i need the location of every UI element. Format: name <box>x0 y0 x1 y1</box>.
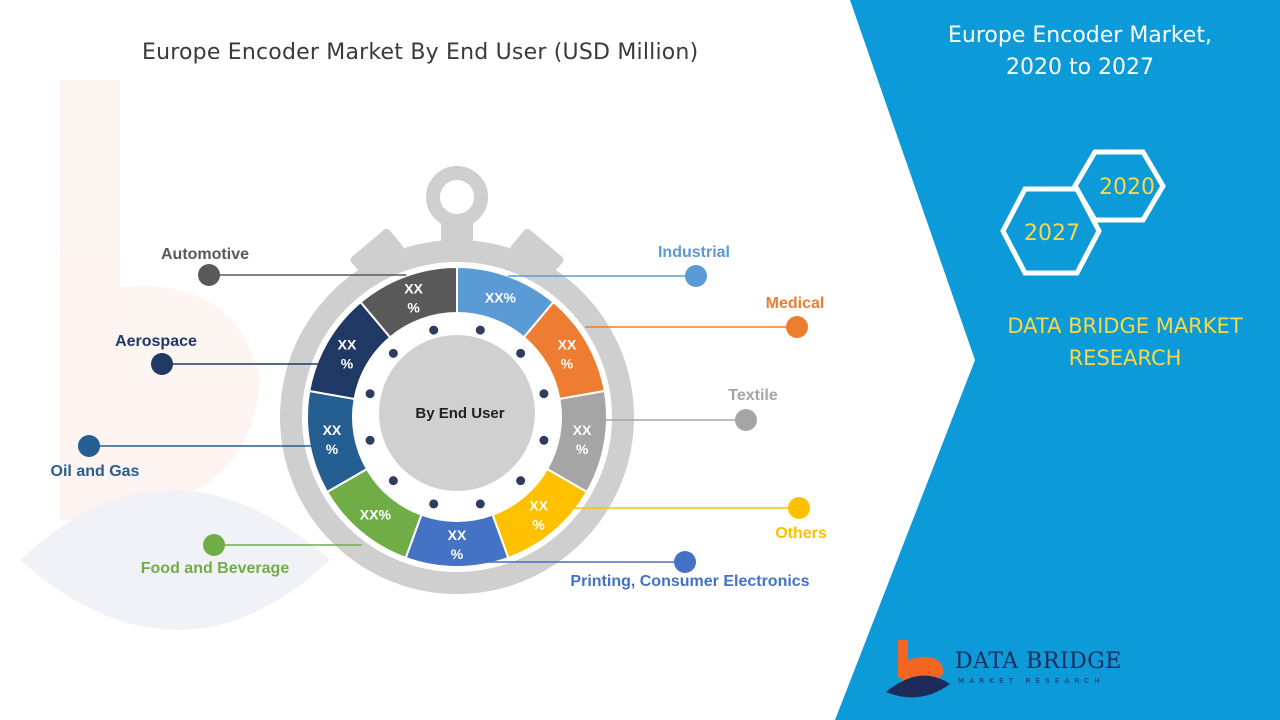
legend-label-industrial: Industrial <box>658 244 730 261</box>
dial-dot <box>516 348 526 358</box>
slice-label-aerospace: XX% <box>338 337 357 372</box>
callout-dot-automotive <box>198 264 220 286</box>
callout-dot-textile <box>735 409 757 431</box>
dial-dots <box>365 325 549 509</box>
dial-dot <box>365 435 375 445</box>
brand-line1: DATA BRIDGE MARKET <box>1007 314 1243 338</box>
stopwatch-top-ring <box>426 166 488 228</box>
center-label: By End User <box>415 405 504 422</box>
dial-dot <box>388 476 398 486</box>
legend-label-oil-and-gas: Oil and Gas <box>51 463 140 480</box>
side-title-line2: 2020 to 2027 <box>1005 55 1155 80</box>
chart-title: Europe Encoder Market By End User (USD M… <box>142 40 699 65</box>
center-disc <box>379 335 535 491</box>
dial-dot <box>516 476 526 486</box>
hexagon-2027 <box>1000 186 1102 276</box>
legend-label-medical: Medical <box>766 295 825 312</box>
dial-dot <box>388 348 398 358</box>
data-bridge-logo-icon <box>886 640 950 698</box>
hexagon-2020 <box>1072 149 1166 223</box>
side-panel-title: Europe Encoder Market, 2020 to 2027 <box>935 20 1225 84</box>
watermark <box>20 80 330 630</box>
slice-label-industrial: XX% <box>485 290 517 306</box>
legend-label-printing-consumer-electronics: Printing, Consumer Electronics <box>570 573 809 590</box>
year-2020: 2020 <box>1099 175 1155 200</box>
dial-dot <box>365 389 375 399</box>
callout-dot-food-and-beverage <box>203 534 225 556</box>
legend-label-aerospace: Aerospace <box>115 333 197 350</box>
stopwatch-outer-ring <box>280 240 634 594</box>
dial-dot <box>429 499 439 509</box>
callout-dot-oil-and-gas <box>78 435 100 457</box>
dial-dot <box>429 325 439 335</box>
slice-label-food-and-beverage: XX% <box>360 506 392 522</box>
logo-name: DATA BRIDGE <box>955 649 1122 674</box>
slice-label-textile: XX% <box>573 422 592 457</box>
legend-label-food-and-beverage: Food and Beverage <box>141 560 290 577</box>
slice-label-others: XX% <box>529 497 548 532</box>
slice-label-medical: XX% <box>558 337 577 372</box>
callouts: Industrial Medical Textile Others Printing, … <box>51 244 827 590</box>
dial-dot <box>539 435 549 445</box>
slice-label-oil-and-gas: XX% <box>323 422 342 457</box>
legend-label-automotive: Automotive <box>161 246 249 263</box>
donut-slices <box>306 265 608 568</box>
callout-dot-others <box>788 497 810 519</box>
callout-dot-industrial <box>685 265 707 287</box>
dial-dot <box>539 389 549 399</box>
legend-label-textile: Textile <box>728 387 778 404</box>
callout-dot-printing-consumer-electronics <box>674 551 696 573</box>
side-panel <box>835 0 1280 720</box>
callout-dot-aerospace <box>151 353 173 375</box>
stopwatch <box>280 166 634 594</box>
dial-dot <box>475 499 485 509</box>
slice-labels: XX% XX % XX % XX % XX % XX% XX % XX % XX% <box>323 281 592 562</box>
slice-label-printing-consumer-electronics: XX% <box>448 527 467 562</box>
brand-line2: RESEARCH <box>1068 346 1182 370</box>
dial-dot <box>475 325 485 335</box>
logo-tagline: MARKET RESEARCH <box>958 677 1105 685</box>
side-title-line1: Europe Encoder Market, <box>948 23 1212 48</box>
year-2027: 2027 <box>1024 221 1080 246</box>
slice-label-automotive: XX% <box>404 281 423 316</box>
callout-dot-medical <box>786 316 808 338</box>
legend-label-others: Others <box>775 525 827 542</box>
brand-text: DATA BRIDGE MARKET RESEARCH <box>990 310 1260 374</box>
